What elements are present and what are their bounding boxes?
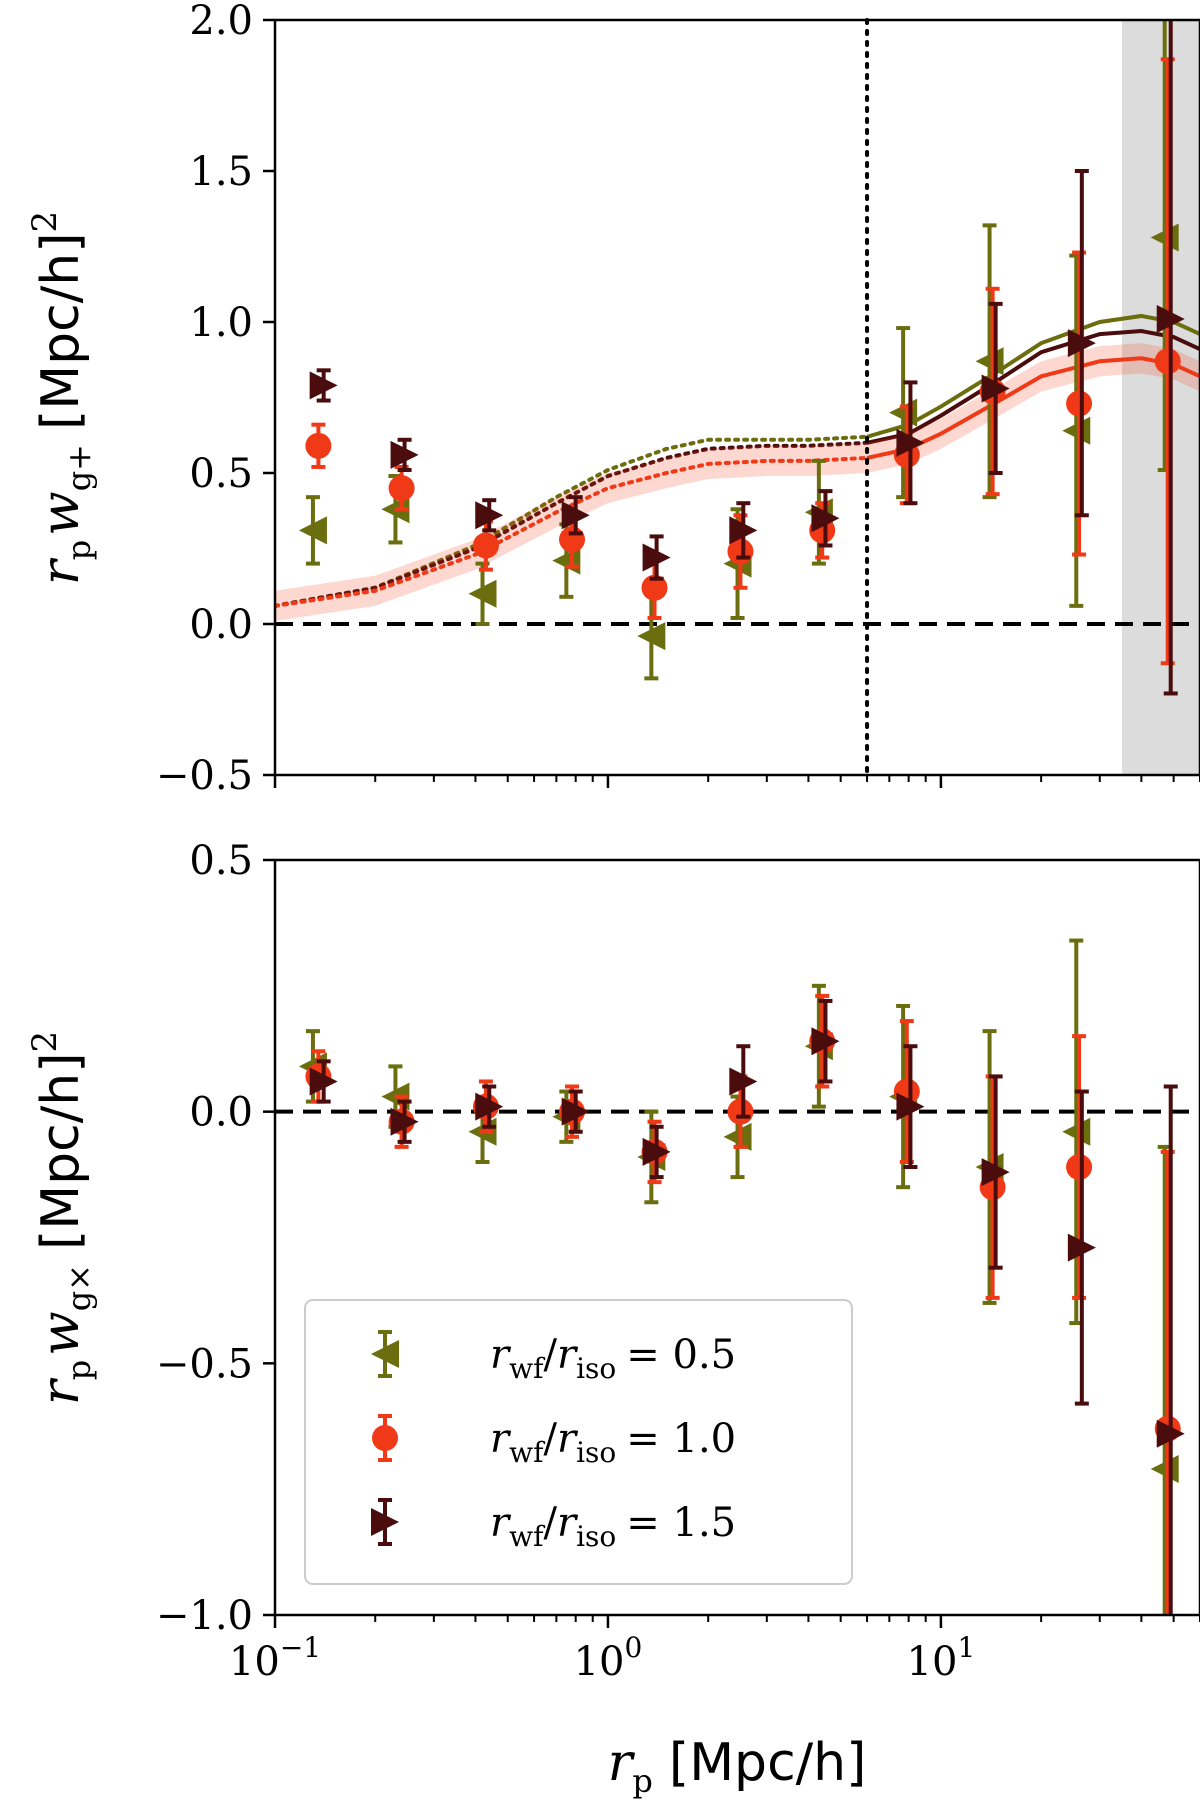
- data-point: [468, 579, 497, 608]
- bottom-y-axis-label: rpwg×[Mpc/h]2: [25, 1031, 98, 1405]
- data-point: [561, 501, 590, 530]
- reference-lines: [275, 18, 1200, 777]
- bottom-axes-frame: [273, 858, 1200, 1617]
- y-tick-label: −0.5: [156, 1341, 253, 1387]
- x-axis-label: rp [Mpc/h]: [608, 1733, 867, 1800]
- data-point: [472, 532, 499, 559]
- legend-box: [304, 1299, 853, 1585]
- data-point: [388, 475, 415, 502]
- data-point: [981, 1158, 1010, 1187]
- bottom-x-ticks: 10−1 100 101: [229, 1615, 1200, 1685]
- y-tick-label: 0.0: [189, 602, 253, 648]
- data-point: [642, 1137, 671, 1166]
- y-tick-label: 0.5: [189, 838, 253, 884]
- top-y-ticks: −0.5 0.0 0.5 1.0 1.5 2.0: [156, 0, 275, 799]
- data-point: [475, 1092, 504, 1121]
- data-point: [1156, 1419, 1185, 1448]
- legend-label-1: rwf/riso = 1.0: [490, 1416, 736, 1469]
- top-axes-frame: [273, 18, 1200, 777]
- model-curve-dotted-1: [275, 440, 870, 608]
- legend-label-2: rwf/riso = 1.5: [490, 1500, 736, 1553]
- y-tick-label: 0.0: [189, 1090, 253, 1136]
- y-tick-label: 1.5: [189, 149, 253, 195]
- legend-label-0: rwf/riso = 0.5: [490, 1332, 736, 1385]
- data-points: [298, 938, 1185, 1615]
- series-2: [309, 998, 1185, 1615]
- data-point: [723, 1122, 752, 1151]
- legend-marker: [372, 1425, 398, 1451]
- data-point: [1154, 348, 1181, 375]
- data-point: [641, 574, 668, 601]
- data-point: [727, 1098, 754, 1125]
- model-curve-dotted-2: [275, 455, 870, 608]
- data-point: [1066, 390, 1093, 417]
- y-tick-label: −0.5: [156, 753, 253, 799]
- x-tick-label: 10−1: [229, 1631, 321, 1685]
- data-point: [1156, 304, 1185, 333]
- y-tick-label: 0.5: [189, 451, 253, 497]
- legend-marker: [371, 1340, 399, 1368]
- legend-marker: [371, 1508, 399, 1536]
- series-2: [309, 20, 1185, 696]
- data-point: [729, 1067, 758, 1096]
- data-point: [811, 504, 840, 533]
- y-tick-label: 1.0: [189, 300, 253, 346]
- y-tick-label: −1.0: [156, 1593, 253, 1639]
- panel-bottom: −1.0−0.50.00.5 10−1 100 101 rpwg×[Mpc/h]2 …: [25, 838, 1200, 1800]
- bottom-y-ticks: −1.0 −0.5 0.0 0.5: [156, 838, 275, 1639]
- data-point: [309, 1067, 338, 1096]
- model-band: [275, 343, 1200, 621]
- data-point: [1066, 1154, 1093, 1181]
- data-point: [642, 543, 671, 572]
- data-point: [390, 440, 419, 469]
- data-point: [896, 428, 925, 457]
- data-point: [811, 1027, 840, 1056]
- data-point: [561, 1097, 590, 1126]
- data-point: [981, 374, 1010, 403]
- x-tick-label: 100: [574, 1631, 643, 1685]
- legend-markers: [371, 1330, 399, 1546]
- data-point: [305, 432, 332, 459]
- data-point: [559, 526, 586, 553]
- data-point: [896, 1092, 925, 1121]
- shaded-bin: [1122, 20, 1200, 775]
- data-point: [1067, 329, 1096, 358]
- data-point: [475, 501, 504, 530]
- data-points: [298, 20, 1185, 696]
- data-point: [298, 516, 327, 545]
- y-tick-label: 2.0: [189, 0, 253, 44]
- legend: rwf/riso = 0.5 rwf/riso = 1.0 rwf/riso = 1.…: [304, 1299, 853, 1585]
- data-point: [729, 516, 758, 545]
- panel-top: −0.5 0.0 0.5 1.0 1.5 2.0 rpwg+[Mpc/h]2: [25, 0, 1200, 799]
- shaded-region: [1122, 20, 1200, 775]
- top-x-ticks: [273, 775, 1200, 788]
- x-tick-label: 101: [907, 1631, 976, 1685]
- data-point: [637, 622, 666, 651]
- top-y-axis-label: rpwg+[Mpc/h]2: [25, 211, 98, 585]
- data-point: [309, 371, 338, 400]
- data-point: [390, 1107, 419, 1136]
- data-point: [1067, 1233, 1096, 1262]
